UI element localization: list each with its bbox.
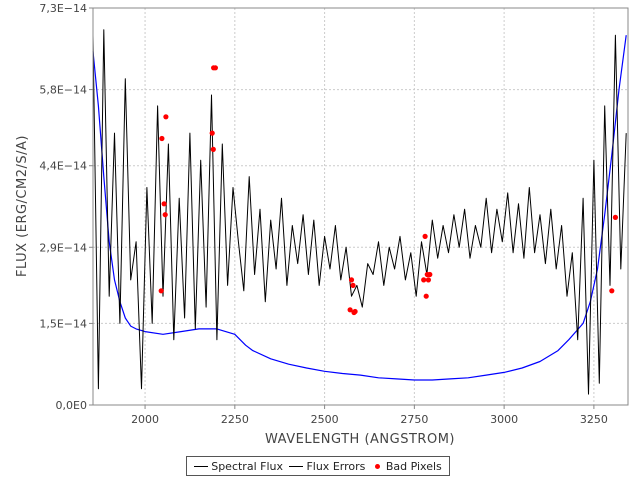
- bad-pixel-point: [425, 277, 431, 283]
- x-tick-label: 2750: [400, 413, 428, 426]
- legend-item-bad-pixels: Bad Pixels: [372, 460, 442, 473]
- bad-pixel-point: [612, 214, 619, 220]
- bad-pixel-point: [161, 201, 167, 207]
- spectral-flux-line: [92, 29, 627, 395]
- legend-item-flux-errors: Flux Errors: [289, 460, 365, 473]
- y-tick-label: 7,3E−14: [39, 2, 87, 15]
- bad-pixel-point: [163, 114, 169, 120]
- ticks: 2000 2250 2500 2750 3000 3250 0,0E0 1,5E−14 2,9E…: [39, 2, 608, 426]
- bad-pixel-point: [210, 146, 216, 152]
- x-axis-title: WAVELENGTH (ANGSTROM): [265, 432, 455, 447]
- x-tick-label: 3000: [490, 413, 518, 426]
- x-tick-label: 2500: [311, 413, 339, 426]
- x-tick-label: 2000: [131, 413, 159, 426]
- bad-pixel-point: [212, 65, 218, 71]
- bad-pixel-point: [609, 288, 615, 294]
- bad-pixel-point: [162, 212, 168, 218]
- bad-pixel-point: [209, 130, 215, 136]
- y-tick-label: 1,5E−14: [39, 317, 87, 330]
- bad-pixel-point: [158, 288, 164, 294]
- x-tick-label: 2250: [221, 413, 249, 426]
- plot-frame: [92, 7, 629, 406]
- legend-item-spectral-flux: Spectral Flux: [194, 460, 283, 473]
- bad-pixel-point: [350, 282, 356, 288]
- y-tick-label: 5,8E−14: [39, 84, 87, 97]
- y-tick-label: 2,9E−14: [39, 241, 87, 254]
- legend-line-icon: [289, 465, 304, 467]
- legend: Spectral Flux Flux Errors Bad Pixels: [186, 456, 450, 476]
- bad-pixel-point: [421, 277, 427, 283]
- bad-pixel-point: [352, 308, 358, 315]
- legend-label: Spectral Flux: [211, 459, 283, 473]
- bad-pixel-point: [427, 271, 433, 278]
- series-layer: [92, 29, 627, 395]
- legend-label: Flux Errors: [306, 459, 366, 473]
- bad-pixel-point: [348, 277, 355, 283]
- legend-dot-icon: [374, 463, 380, 469]
- bad-pixel-point: [159, 135, 165, 142]
- bad-pixel-point: [422, 233, 428, 239]
- x-tick-label: 3250: [580, 413, 608, 426]
- legend-label: Bad Pixels: [385, 459, 442, 473]
- flux-errors-line: [92, 35, 627, 381]
- y-tick-label: 0,0E0: [56, 399, 87, 412]
- y-tick-label: 4,4E−14: [39, 160, 87, 173]
- legend-line-icon: [194, 465, 209, 467]
- y-axis-title: FLUX (ERG/CM2/S/A): [15, 135, 30, 277]
- plot-area: [93, 8, 628, 405]
- bad-pixel-point: [347, 307, 353, 313]
- bad-pixel-point: [423, 293, 429, 299]
